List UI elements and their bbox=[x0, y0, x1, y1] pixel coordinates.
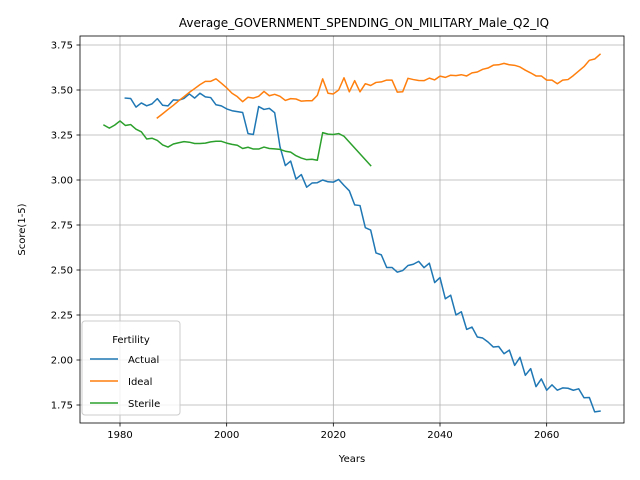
series-line-sterile bbox=[102, 120, 372, 167]
series-line-ideal bbox=[156, 53, 602, 119]
series-line-actual bbox=[124, 92, 601, 413]
y-tick-label: 2.00 bbox=[51, 356, 73, 367]
x-axis-label: Years bbox=[338, 454, 365, 465]
y-tick-label: 2.50 bbox=[51, 266, 73, 277]
legend-label-sterile: Sterile bbox=[128, 399, 160, 410]
x-tick-label: 2000 bbox=[214, 430, 239, 441]
y-axis-label: Score(1-5) bbox=[17, 203, 28, 255]
legend-label-actual: Actual bbox=[128, 355, 159, 366]
y-tick-label: 2.25 bbox=[51, 311, 73, 322]
legend-label-ideal: Ideal bbox=[128, 377, 152, 388]
series-lines bbox=[102, 53, 602, 413]
legend: Fertility Actual Ideal Sterile bbox=[81, 320, 181, 416]
x-axis-ticks: 1980 2000 2020 2040 2060 bbox=[107, 423, 559, 441]
legend-box bbox=[81, 320, 181, 416]
x-tick-label: 2020 bbox=[321, 430, 346, 441]
chart-title: Average_GOVERNMENT_SPENDING_ON_MILITARY_… bbox=[179, 16, 549, 30]
grid bbox=[80, 36, 624, 423]
y-tick-label: 1.75 bbox=[51, 401, 73, 412]
y-tick-label: 2.75 bbox=[51, 221, 73, 232]
y-axis-ticks: 1.75 2.00 2.25 2.50 2.75 3.00 3.25 3.50 3.75 bbox=[51, 41, 80, 412]
x-tick-label: 1980 bbox=[107, 430, 132, 441]
y-tick-label: 3.00 bbox=[51, 176, 73, 187]
plot-frame bbox=[79, 35, 625, 424]
legend-title: Fertility bbox=[112, 335, 150, 346]
y-tick-label: 3.25 bbox=[51, 131, 73, 142]
y-tick-label: 3.50 bbox=[51, 86, 73, 97]
x-tick-label: 2060 bbox=[534, 430, 559, 441]
x-tick-label: 2040 bbox=[427, 430, 452, 441]
y-tick-label: 3.75 bbox=[51, 41, 73, 52]
